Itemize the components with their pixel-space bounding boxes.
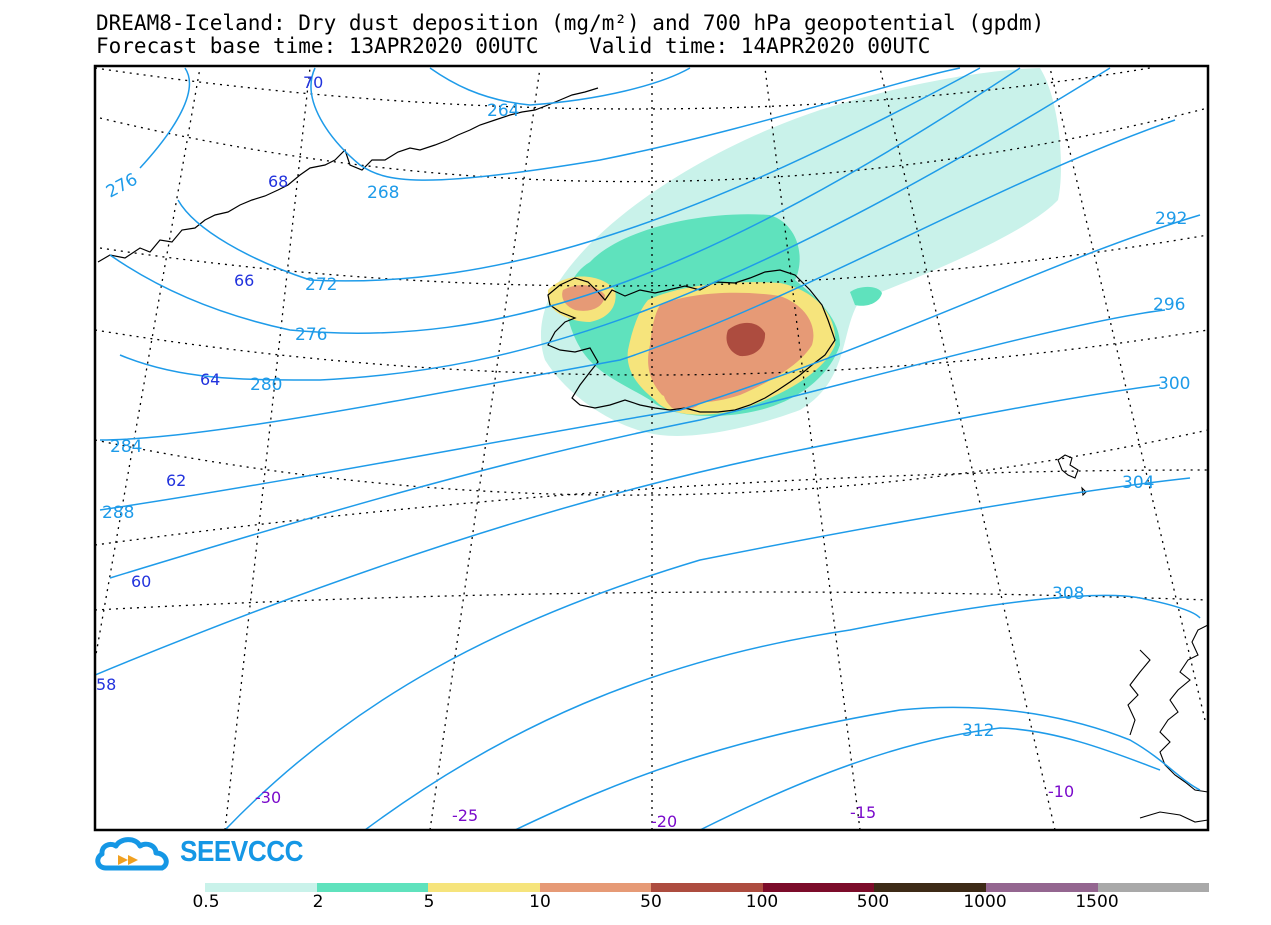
contour-label: 272	[305, 275, 337, 295]
faroe-islands	[1057, 454, 1087, 497]
contour-label: 276	[295, 325, 327, 345]
legend-swatch	[539, 883, 652, 892]
map-subtitle: Forecast base time: 13APR2020 00UTC Vali…	[96, 34, 931, 58]
legend-label: 2	[312, 892, 324, 912]
latitude-label: 66	[234, 271, 254, 290]
contour-label: 276	[103, 170, 141, 203]
legend-label: 10	[529, 892, 551, 912]
dust-plume	[540, 68, 1061, 436]
graticule-meridians	[95, 67, 1206, 830]
longitude-label: -20	[651, 812, 677, 831]
contour-label: 308	[1052, 584, 1084, 604]
geopotential-contours	[95, 67, 1201, 830]
latitude-label: 64	[200, 370, 220, 389]
longitude-label: -10	[1048, 782, 1074, 801]
latitude-label: 58	[96, 675, 116, 694]
contour-label: 304	[1122, 473, 1154, 493]
logo-text: SEEVCCC	[180, 836, 304, 868]
longitude-label: -30	[255, 788, 281, 807]
contour-label: 284	[110, 437, 142, 457]
longitude-label-layer: -30 -25 -20 -15 -10	[255, 782, 1074, 831]
legend-label: 0.5	[192, 892, 220, 912]
contour-label: 264	[487, 101, 519, 121]
longitude-label: -15	[850, 803, 876, 822]
dust-level-10-patch	[663, 383, 705, 410]
cloud-logo-icon	[95, 837, 169, 871]
legend-swatch	[874, 883, 986, 892]
norway-coast	[1127, 624, 1208, 823]
legend-labels: 0.5 2 5 10 50 100 500 1000 1500	[0, 892, 1271, 916]
legend-swatch	[205, 883, 317, 892]
dust-level-50	[726, 322, 766, 357]
legend-label: 5	[423, 892, 435, 912]
contour-label: 280	[250, 375, 282, 395]
legend-swatch	[651, 883, 763, 892]
legend-label: 1000	[963, 892, 1007, 912]
contour-label: 312	[962, 721, 994, 741]
longitude-label: -25	[452, 806, 478, 825]
contour-label: 268	[367, 183, 399, 203]
legend-swatch	[1097, 883, 1210, 892]
legend-swatch	[428, 883, 540, 892]
dust-level-2-patch	[850, 286, 882, 306]
graticule-parallels	[95, 67, 1208, 611]
legend-label: 500	[856, 892, 890, 912]
latitude-label-layer: 70 68 66 64 62 60 58	[96, 73, 323, 694]
contour-label: 288	[102, 503, 134, 523]
color-legend	[205, 883, 1210, 892]
legend-swatch	[316, 883, 429, 892]
contour-label-layer: 264 268 272 276 276 280 284 288 292 296 …	[102, 101, 1190, 741]
latitude-label: 68	[268, 172, 288, 191]
contour-label: 296	[1153, 295, 1185, 315]
contour-label: 300	[1158, 374, 1190, 394]
latitude-label: 70	[303, 73, 323, 92]
greenland-coast	[97, 87, 599, 263]
legend-label: 50	[640, 892, 662, 912]
legend-label: 1500	[1075, 892, 1119, 912]
legend-swatch	[762, 883, 875, 892]
latitude-label: 60	[131, 572, 151, 591]
legend-label: 100	[745, 892, 779, 912]
iceland-coast	[547, 269, 836, 413]
map-title: DREAM8-Iceland: Dry dust deposition (mg/…	[96, 11, 1045, 35]
legend-swatch	[985, 883, 1098, 892]
seevccc-logo: SEEVCCC	[94, 836, 304, 872]
latitude-label: 62	[166, 471, 186, 490]
map-frame	[93, 64, 1210, 832]
contour-label: 292	[1155, 209, 1187, 229]
